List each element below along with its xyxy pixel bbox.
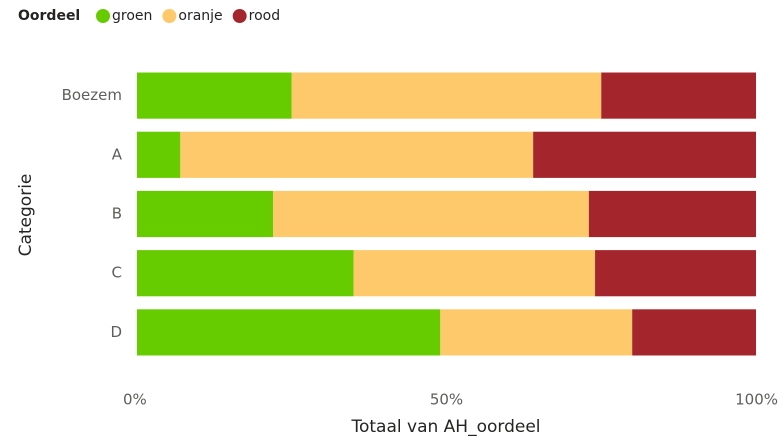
bar-segment: [137, 131, 181, 178]
x-tick-label: 50%: [430, 391, 463, 409]
y-tick-label: B: [112, 205, 122, 223]
y-tick-label: Boezem: [62, 86, 122, 104]
bar-segment: [137, 190, 274, 238]
bar-segment: [595, 250, 756, 297]
bar-segment: [137, 72, 292, 119]
bar-segment: [137, 309, 441, 356]
y-axis-title: Categorie: [16, 174, 36, 257]
bar-segment: [353, 250, 596, 297]
legend-swatch: [162, 9, 177, 23]
bar-segment: [291, 72, 602, 119]
legend-label: rood: [249, 8, 280, 24]
bar-segment: [588, 190, 756, 238]
bar-segment: [632, 309, 756, 356]
bar-segment: [533, 131, 756, 178]
bar-segment: [137, 250, 354, 297]
x-tick-label: 100%: [735, 391, 778, 409]
bar-segment: [601, 72, 756, 119]
y-tick-label: D: [110, 323, 122, 341]
bar-segment: [440, 309, 633, 356]
legend-title: Oordeel: [18, 8, 80, 24]
bar-segment: [273, 190, 589, 238]
legend-swatch: [232, 9, 247, 23]
x-tick-label: 0%: [123, 391, 147, 409]
bar-segment: [180, 131, 534, 178]
x-axis-title: Totaal van AH_oordeel: [350, 417, 540, 437]
y-tick-label: A: [112, 145, 123, 163]
y-tick-label: C: [112, 264, 122, 282]
legend-label: groen: [112, 8, 152, 24]
legend-swatch: [96, 9, 110, 23]
legend-label: oranje: [178, 8, 222, 24]
